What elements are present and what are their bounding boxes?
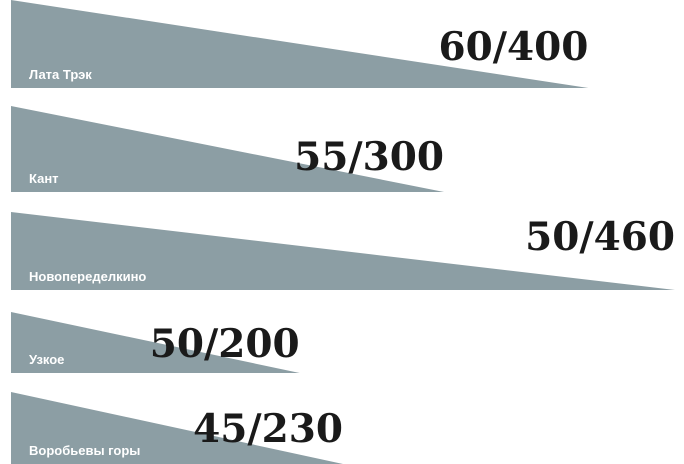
bar-wedge [11,0,589,88]
bar-wedge [11,106,445,192]
value-label: 50/200 [150,321,300,367]
category-label: Новопеределкино [29,269,146,284]
bar-wedge [11,312,300,373]
value-label: 45/230 [193,406,343,452]
category-label: Кант [29,171,59,186]
value-label: 50/460 [525,214,675,260]
category-label: Воробьевы горы [29,443,140,458]
category-label: Узкое [29,352,64,367]
bar-wedge [11,212,675,290]
bar-wedge [11,392,343,464]
value-label: 55/300 [294,134,444,180]
value-label: 60/400 [438,24,588,70]
category-label: Лата Трэк [29,67,92,82]
